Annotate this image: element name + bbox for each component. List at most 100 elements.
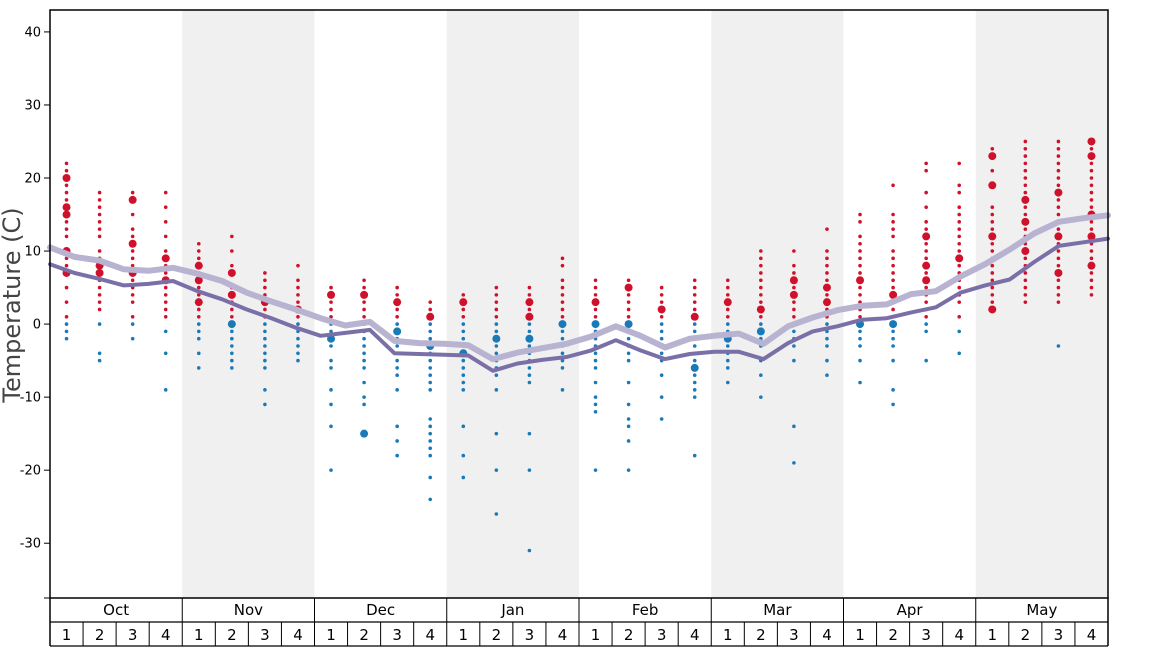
temperature-dot	[792, 271, 796, 275]
temperature-dot	[725, 285, 730, 290]
temperature-dot	[957, 314, 962, 319]
temperature-dot	[924, 227, 928, 231]
week-dot-column	[955, 161, 964, 356]
temperature-dot	[692, 307, 697, 312]
temperature-dot	[428, 475, 433, 480]
week-dot-column	[393, 285, 402, 458]
temperature-dot	[692, 293, 697, 297]
temperature-dot	[230, 366, 234, 370]
temperature-dot	[1089, 168, 1094, 173]
temperature-dot	[891, 344, 895, 348]
temperature-dot	[494, 468, 499, 472]
temperature-dot	[97, 198, 102, 202]
temperature-dot	[560, 256, 565, 261]
temperature-dot	[593, 307, 598, 312]
temperature-dot	[64, 190, 69, 195]
temperature-dot	[227, 320, 236, 329]
temperature-dot	[527, 322, 532, 326]
temperature-dot	[891, 256, 895, 261]
temperature-dot	[492, 334, 501, 343]
week-label: 2	[492, 626, 502, 644]
temperature-dot	[692, 380, 697, 385]
temperature-dot	[230, 263, 234, 268]
temperature-dot	[196, 307, 201, 312]
temperature-dot	[527, 285, 532, 290]
temperature-dot	[858, 344, 862, 348]
temperature-dot	[1089, 278, 1094, 283]
temperature-dot	[825, 344, 829, 348]
temperature-dot	[196, 314, 201, 319]
temperature-dot	[494, 314, 499, 319]
week-dot-column	[360, 278, 369, 438]
temperature-dot	[593, 402, 598, 407]
temperature-dot	[990, 263, 995, 268]
temperature-dot	[130, 263, 135, 268]
temperature-dot	[990, 227, 995, 231]
month-shading-bands	[182, 10, 1108, 598]
temperature-dot	[163, 293, 168, 297]
temperature-dot	[263, 278, 267, 283]
temperature-dot	[130, 314, 135, 319]
y-tick-label: 20	[24, 172, 41, 187]
temperature-dot	[692, 278, 697, 283]
temperature-dot	[97, 190, 102, 195]
temperature-dot	[64, 227, 69, 231]
temperature-dot	[1089, 161, 1094, 166]
week-label: 1	[855, 626, 865, 644]
temperature-dot	[924, 300, 928, 304]
temperature-dot	[428, 329, 433, 334]
temperature-dot	[64, 168, 69, 173]
temperature-dot	[97, 249, 102, 253]
temperature-dot	[789, 290, 798, 299]
temperature-dot	[1054, 188, 1063, 197]
temperature-dot	[1089, 146, 1094, 151]
temperature-dot	[922, 232, 931, 241]
y-tick-label: -30	[20, 537, 41, 552]
temperature-dot	[1056, 212, 1061, 217]
temperature-dot	[161, 254, 170, 263]
temperature-dot	[163, 388, 168, 392]
month-label: Oct	[103, 601, 129, 619]
temperature-dot	[924, 314, 928, 319]
temperature-dot	[756, 305, 765, 314]
temperature-dot	[792, 314, 796, 319]
temperature-dot	[296, 351, 300, 356]
temperature-dot	[626, 417, 631, 421]
temperature-dot	[990, 300, 995, 304]
temperature-dot	[163, 285, 168, 290]
temperature-dot	[1023, 256, 1028, 261]
temperature-dot	[593, 468, 598, 472]
temperature-dot	[128, 239, 137, 248]
temperature-dot	[593, 351, 598, 356]
temperature-dot	[428, 388, 433, 392]
temperature-dot	[626, 351, 631, 356]
temperature-dot	[759, 322, 763, 326]
temperature-dot	[659, 373, 664, 378]
temperature-dot	[759, 256, 763, 261]
temperature-dot	[957, 285, 962, 290]
temperature-dot	[196, 249, 201, 253]
temperature-dot	[64, 161, 69, 166]
temperature-dot	[891, 285, 895, 290]
temperature-dot	[527, 548, 532, 553]
temperature-dot	[1023, 293, 1028, 297]
temperature-dot	[64, 263, 69, 268]
temperature-dot	[362, 366, 366, 370]
temperature-dot	[263, 336, 267, 341]
temperature-dot	[329, 388, 333, 392]
temperature-dot	[990, 278, 995, 283]
temperature-dot	[428, 497, 433, 502]
temperature-dot	[957, 212, 962, 217]
temperature-dot	[1087, 232, 1096, 241]
temperature-dot	[527, 366, 532, 370]
temperature-dot	[858, 358, 862, 363]
temperature-dot	[1056, 198, 1061, 202]
temperature-dot	[163, 314, 168, 319]
temperature-dot	[527, 293, 532, 297]
temperature-dot	[130, 322, 135, 326]
temperature-dot	[759, 271, 763, 275]
temperature-dot	[626, 468, 631, 472]
temperature-dot	[1089, 271, 1094, 275]
temperature-dot	[230, 358, 234, 363]
temperature-dot	[296, 293, 300, 297]
